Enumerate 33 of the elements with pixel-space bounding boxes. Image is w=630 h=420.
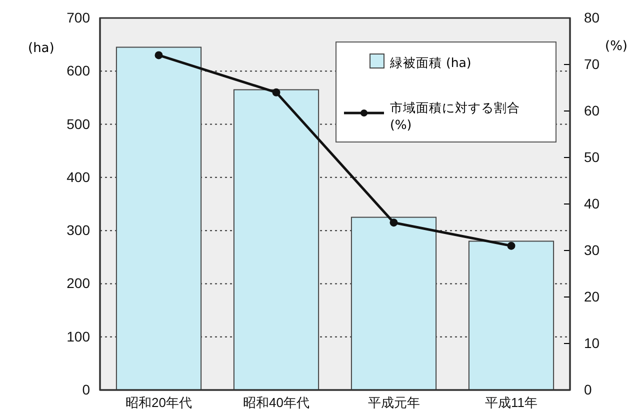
point <box>390 218 398 227</box>
y-tick-label: 0 <box>82 381 90 398</box>
y2-tick-label: 10 <box>584 334 600 351</box>
bar <box>468 240 554 390</box>
bar <box>350 216 437 390</box>
y2-axis-title: (%) <box>605 39 628 54</box>
point <box>272 88 280 96</box>
x-tick-label: 昭和40年代 <box>243 395 310 410</box>
y-tick-label: 500 <box>66 116 90 132</box>
y-tick-label: 300 <box>66 222 90 238</box>
y-tick-label: 100 <box>66 328 90 344</box>
bar <box>233 89 320 390</box>
y2-tick-label: 0 <box>584 381 592 398</box>
y2-tick-label: 80 <box>584 9 600 26</box>
y-axis-title: (ha) <box>28 41 54 56</box>
y2-tick-label: 60 <box>584 102 600 118</box>
y-tick-label: 600 <box>66 62 90 79</box>
bar <box>116 46 202 390</box>
legend-label: 市域面積に対する割合(%) <box>390 100 520 132</box>
y-tick-label: 200 <box>66 275 90 292</box>
point <box>507 242 516 250</box>
y-tick-label: 400 <box>66 168 90 185</box>
x-tick-label: 昭和20年代 <box>126 395 192 410</box>
y2-tick-label: 30 <box>584 242 600 258</box>
x-tick-label: 平成11年 <box>485 395 538 410</box>
point <box>154 51 163 60</box>
y2-tick-label: 20 <box>584 288 600 304</box>
y-tick-label: 700 <box>66 9 90 26</box>
legend-label: 緑被面積 (ha) <box>389 55 472 70</box>
y2-tick-label: 50 <box>584 148 600 165</box>
x-tick-label: 平成元年 <box>368 395 420 410</box>
y2-tick-label: 40 <box>584 195 600 212</box>
y2-tick-label: 70 <box>584 56 600 72</box>
